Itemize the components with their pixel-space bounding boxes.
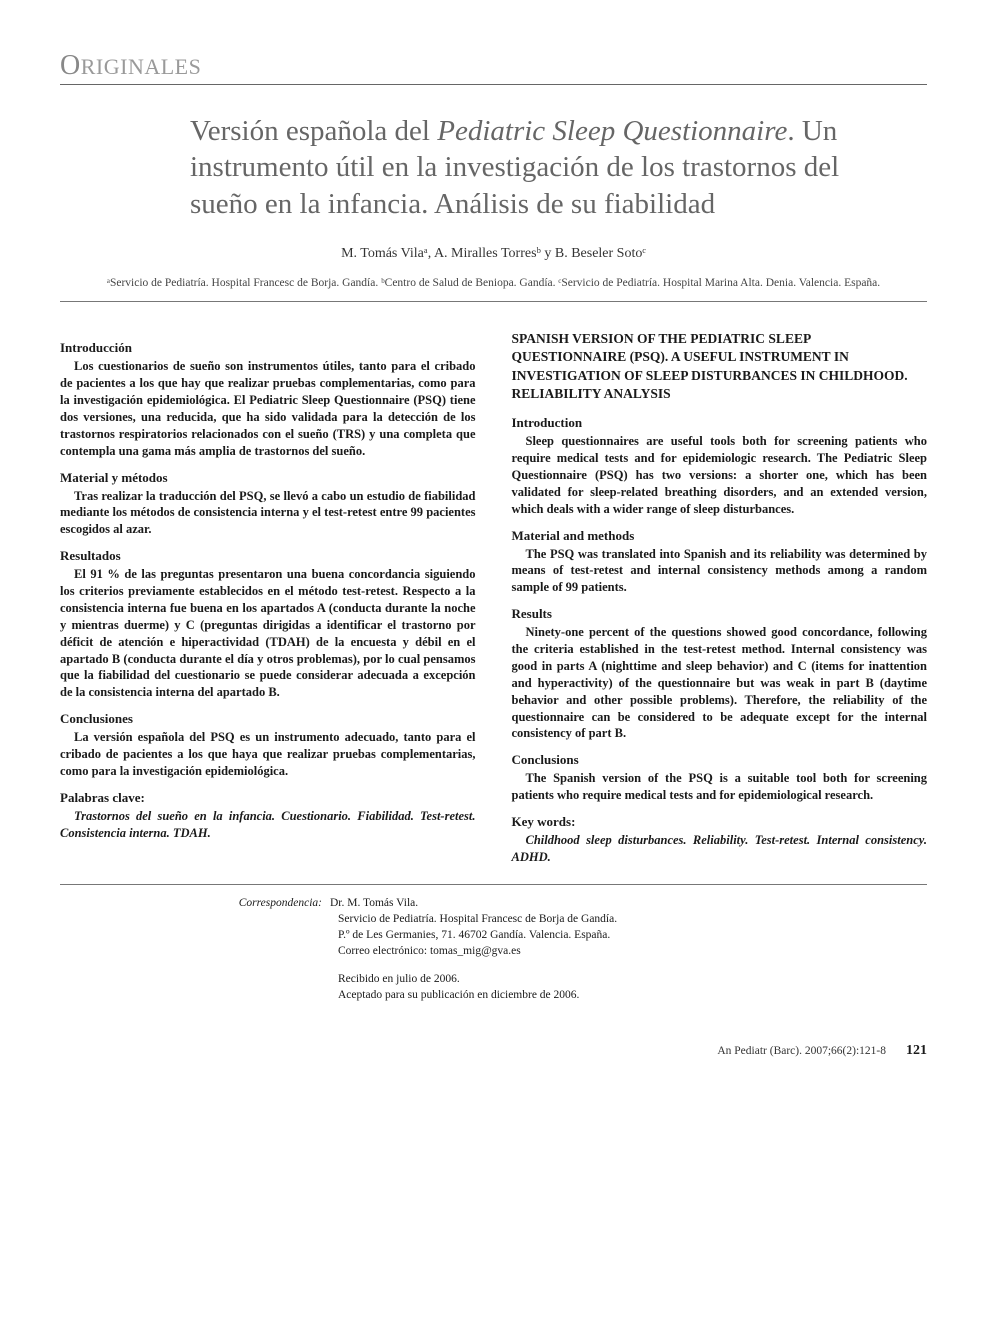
es-keywords-heading: Palabras clave: bbox=[60, 790, 476, 806]
spanish-abstract: Introducción Los cuestionarios de sueño … bbox=[60, 330, 476, 866]
en-title: SPANISH VERSION OF THE PEDIATRIC SLEEP Q… bbox=[512, 330, 928, 403]
section-label-first: O bbox=[60, 50, 81, 81]
es-conclusions-text: La versión española del PSQ es un instru… bbox=[60, 729, 476, 780]
en-methods-heading: Material and methods bbox=[512, 528, 928, 544]
correspondence-name: Dr. M. Tomás Vila. bbox=[330, 895, 418, 911]
affiliations: ᵃServicio de Pediatría. Hospital Frances… bbox=[60, 276, 927, 292]
es-conclusions-heading: Conclusiones bbox=[60, 711, 476, 727]
es-results-text: El 91 % de las preguntas presentaron una… bbox=[60, 566, 476, 701]
divider bbox=[60, 301, 927, 302]
es-methods-heading: Material y métodos bbox=[60, 470, 476, 486]
correspondence-label: Correspondencia: bbox=[220, 895, 330, 911]
correspondence-block: Correspondencia: Dr. M. Tomás Vila. Serv… bbox=[220, 895, 927, 1004]
en-keywords-heading: Key words: bbox=[512, 814, 928, 830]
en-results-text: Ninety-one percent of the questions show… bbox=[512, 624, 928, 742]
section-label-rest: RIGINALES bbox=[81, 54, 202, 79]
title-pre: Versión española del bbox=[190, 115, 437, 147]
en-intro-heading: Introduction bbox=[512, 415, 928, 431]
correspondence-line3: Correo electrónico: tomas_mig@gva.es bbox=[220, 943, 927, 959]
section-label: ORIGINALES bbox=[60, 50, 927, 85]
es-intro-text: Los cuestionarios de sueño son instrumen… bbox=[60, 358, 476, 459]
page-number: 121 bbox=[906, 1043, 927, 1059]
en-conclusions-text: The Spanish version of the PSQ is a suit… bbox=[512, 770, 928, 804]
abstract-columns: Introducción Los cuestionarios de sueño … bbox=[60, 330, 927, 866]
title-block: Versión española del Pediatric Sleep Que… bbox=[190, 113, 887, 222]
es-results-heading: Resultados bbox=[60, 548, 476, 564]
page-footer: An Pediatr (Barc). 2007;66(2):121-8 121 bbox=[60, 1043, 927, 1059]
authors: M. Tomás Vilaᵃ, A. Miralles Torresᵇ y B.… bbox=[60, 246, 927, 262]
en-results-heading: Results bbox=[512, 606, 928, 622]
es-intro-heading: Introducción bbox=[60, 340, 476, 356]
en-keywords-text: Childhood sleep disturbances. Reliabilit… bbox=[512, 832, 928, 866]
es-keywords-text: Trastornos del sueño en la infancia. Cue… bbox=[60, 808, 476, 842]
title-italic: Pediatric Sleep Questionnaire bbox=[437, 115, 787, 147]
correspondence-line2: P.º de Les Germanies, 71. 46702 Gandía. … bbox=[220, 927, 927, 943]
correspondence-line1: Servicio de Pediatría. Hospital Francesc… bbox=[220, 911, 927, 927]
citation: An Pediatr (Barc). 2007;66(2):121-8 bbox=[717, 1045, 886, 1057]
english-abstract: SPANISH VERSION OF THE PEDIATRIC SLEEP Q… bbox=[512, 330, 928, 866]
en-methods-text: The PSQ was translated into Spanish and … bbox=[512, 546, 928, 597]
en-intro-text: Sleep questionnaires are useful tools bo… bbox=[512, 433, 928, 517]
date-accepted: Aceptado para su publicación en diciembr… bbox=[220, 987, 927, 1003]
article-title: Versión española del Pediatric Sleep Que… bbox=[190, 113, 887, 222]
date-received: Recibido en julio de 2006. bbox=[220, 971, 927, 987]
en-conclusions-heading: Conclusions bbox=[512, 752, 928, 768]
divider-bottom bbox=[60, 884, 927, 885]
es-methods-text: Tras realizar la traducción del PSQ, se … bbox=[60, 488, 476, 539]
